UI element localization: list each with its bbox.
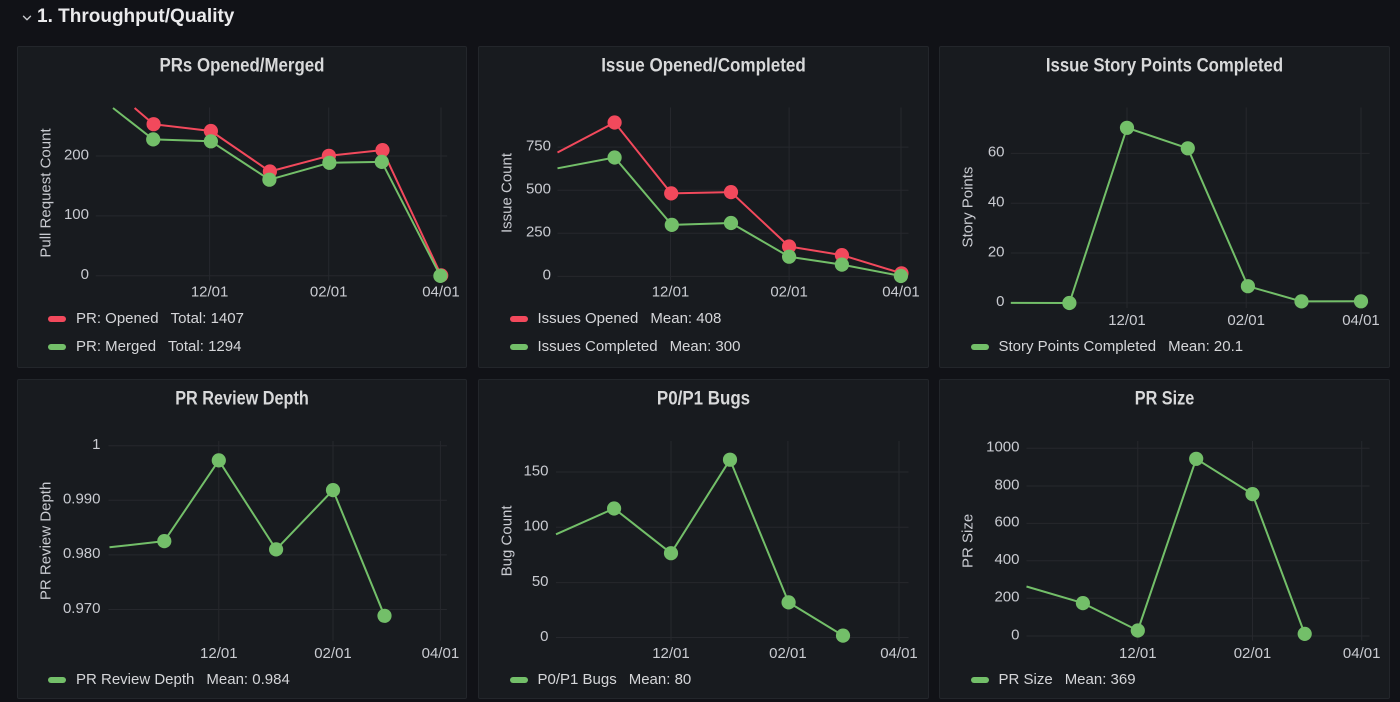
svg-text:150: 150: [523, 462, 548, 479]
svg-text:PR Size: PR Size: [960, 514, 977, 568]
svg-text:12/01: 12/01: [1108, 312, 1146, 329]
svg-text:04/01: 04/01: [422, 284, 460, 301]
svg-text:750: 750: [526, 137, 551, 154]
svg-text:PR Review Depth: PR Review Depth: [37, 482, 54, 600]
svg-text:12/01: 12/01: [652, 284, 690, 301]
svg-text:0.970: 0.970: [63, 600, 101, 617]
svg-text:Issue Count: Issue Count: [498, 152, 515, 233]
svg-text:04/01: 04/01: [1342, 312, 1380, 329]
svg-text:50: 50: [532, 573, 549, 590]
svg-text:04/01: 04/01: [1343, 645, 1381, 662]
svg-text:P0/P1 Bugs: P0/P1 Bugs: [657, 389, 750, 410]
svg-text:04/01: 04/01: [880, 645, 918, 662]
svg-text:PRs Opened/Merged: PRs Opened/Merged: [160, 56, 325, 77]
svg-text:02/01: 02/01: [314, 645, 352, 662]
svg-text:Bug Count: Bug Count: [498, 505, 515, 577]
svg-text:Pull Request Count: Pull Request Count: [37, 128, 54, 258]
svg-text:Issue Opened/Completed: Issue Opened/Completed: [601, 56, 806, 77]
svg-text:400: 400: [994, 551, 1019, 568]
svg-text:12/01: 12/01: [200, 645, 238, 662]
svg-text:02/01: 02/01: [1227, 312, 1265, 329]
svg-text:0: 0: [81, 266, 89, 283]
svg-text:0: 0: [540, 628, 548, 645]
svg-text:0: 0: [996, 293, 1004, 310]
svg-text:02/01: 02/01: [310, 284, 348, 301]
svg-text:100: 100: [64, 206, 89, 223]
svg-text:04/01: 04/01: [882, 284, 920, 301]
svg-text:12/01: 12/01: [191, 284, 229, 301]
svg-text:100: 100: [523, 518, 548, 535]
svg-text:20: 20: [988, 243, 1005, 260]
svg-text:0.990: 0.990: [63, 491, 101, 508]
svg-text:250: 250: [526, 224, 551, 241]
svg-text:0.980: 0.980: [63, 545, 101, 562]
svg-text:02/01: 02/01: [770, 284, 808, 301]
svg-text:1: 1: [92, 436, 100, 453]
svg-text:60: 60: [988, 144, 1005, 161]
svg-text:0: 0: [543, 267, 551, 284]
svg-text:Issue Story Points Completed: Issue Story Points Completed: [1046, 56, 1283, 77]
svg-text:200: 200: [994, 589, 1019, 606]
svg-text:PR Review Depth: PR Review Depth: [175, 389, 309, 410]
svg-text:02/01: 02/01: [1234, 645, 1272, 662]
svg-text:04/01: 04/01: [422, 645, 460, 662]
svg-text:02/01: 02/01: [769, 645, 807, 662]
svg-text:12/01: 12/01: [1119, 645, 1157, 662]
svg-text:40: 40: [988, 194, 1005, 211]
svg-text:500: 500: [526, 181, 551, 198]
svg-text:600: 600: [994, 514, 1019, 531]
svg-text:0: 0: [1011, 626, 1019, 643]
svg-text:800: 800: [994, 476, 1019, 493]
svg-text:Story Points: Story Points: [960, 167, 977, 248]
svg-text:PR Size: PR Size: [1135, 389, 1195, 410]
svg-text:1000: 1000: [986, 439, 1019, 456]
svg-text:12/01: 12/01: [652, 645, 690, 662]
svg-text:200: 200: [64, 146, 89, 163]
